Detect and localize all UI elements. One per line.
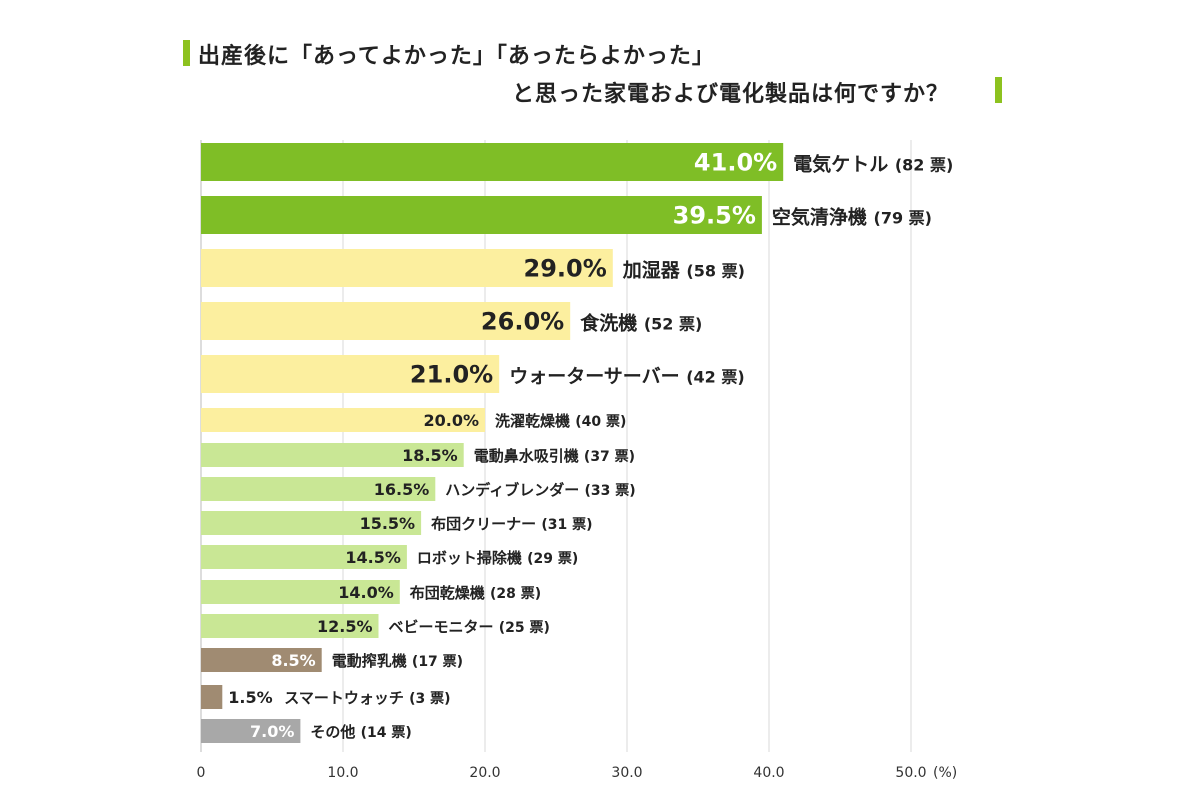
vote-count: (40 票) — [575, 414, 626, 430]
bar-value-label: 14.5% — [345, 548, 401, 567]
title-marker-right — [995, 77, 1002, 103]
bar-value-label: 26.0% — [481, 308, 564, 336]
bar-category-label: 加湿器 (58 票) — [622, 260, 745, 282]
bar-value-label: 29.0% — [524, 255, 607, 283]
vote-count: (52 票) — [644, 315, 702, 334]
category-name: 洗濯乾燥機 — [495, 412, 575, 430]
category-name: ハンディブレンダー — [445, 481, 584, 499]
x-tick-label: 20.0 — [469, 765, 500, 781]
vote-count: (42 票) — [686, 368, 744, 387]
category-name: 電気ケトル — [793, 153, 895, 176]
bar — [201, 249, 613, 287]
bar-value-label: 14.0% — [338, 583, 394, 602]
vote-count: (79 票) — [874, 209, 932, 228]
bar-value-label: 18.5% — [402, 446, 458, 465]
category-name: ウォーターサーバー — [509, 366, 686, 388]
bar — [201, 143, 784, 181]
bar-category-label: ロボット掃除機 (29 票) — [417, 549, 578, 567]
category-name: 電動鼻水吸引機 — [474, 447, 584, 465]
category-name: 空気清浄機 — [772, 206, 874, 229]
vote-count: (3 票) — [409, 691, 450, 707]
bar-category-label: 電動鼻水吸引機 (37 票) — [474, 447, 635, 465]
category-name: 食洗機 — [580, 312, 644, 335]
category-name: ベビーモニター — [389, 618, 499, 636]
bar — [201, 443, 464, 467]
bar-category-label: ベビーモニター (25 票) — [389, 618, 550, 636]
vote-count: (29 票) — [527, 551, 578, 567]
bar-category-label: 電動搾乳機 (17 票) — [332, 652, 463, 670]
vote-count: (33 票) — [584, 483, 635, 499]
bar-category-label: 洗濯乾燥機 (40 票) — [495, 412, 626, 430]
category-name: 加湿器 — [622, 260, 687, 282]
category-name: その他 — [310, 723, 360, 741]
x-tick-label: 50.0 — [895, 765, 926, 781]
vote-count: (58 票) — [686, 262, 744, 281]
vote-count: (31 票) — [541, 517, 592, 533]
bar — [201, 477, 436, 501]
bar-category-label: その他 (14 票) — [310, 723, 411, 741]
bar-value-label: 7.0% — [250, 722, 294, 741]
vote-count: (37 票) — [584, 449, 635, 465]
bar-category-label: 布団乾燥機 (28 票) — [410, 584, 541, 602]
bar — [201, 685, 223, 709]
bar — [201, 614, 379, 638]
chart-title-line2: と思った家電および電化製品は何ですか？ — [512, 82, 950, 107]
bar-value-label: 39.5% — [673, 202, 756, 230]
bar-value-label: 1.5% — [228, 688, 272, 707]
bar — [201, 511, 422, 535]
category-name: 電動搾乳機 — [332, 652, 412, 670]
category-name: スマートウォッチ — [284, 689, 409, 707]
bar-value-label: 21.0% — [410, 361, 493, 389]
bar-category-label: スマートウォッチ (3 票) — [284, 689, 450, 707]
x-tick-label: 40.0 — [753, 765, 784, 781]
vote-count: (82 票) — [895, 156, 953, 175]
bar-category-label: ウォーターサーバー (42 票) — [509, 366, 745, 388]
bar-category-label: 食洗機 (52 票) — [580, 312, 702, 335]
bar-value-label: 16.5% — [374, 480, 430, 499]
vote-count: (25 票) — [499, 620, 550, 636]
bar-value-label: 15.5% — [360, 514, 416, 533]
bar — [201, 355, 500, 393]
x-unit-label: (%) — [933, 765, 957, 781]
x-tick-label: 10.0 — [327, 765, 358, 781]
bar-category-label: 電気ケトル (82 票) — [793, 153, 953, 176]
bar-category-label: 布団クリーナー (31 票) — [431, 515, 592, 533]
vote-count: (14 票) — [361, 725, 412, 741]
bar — [201, 545, 407, 569]
bar-category-label: ハンディブレンダー (33 票) — [445, 481, 635, 499]
bar — [201, 302, 571, 340]
vote-count: (28 票) — [490, 586, 541, 602]
bar — [201, 580, 400, 604]
bar-category-label: 空気清浄機 (79 票) — [772, 206, 932, 229]
vote-count: (17 票) — [412, 654, 463, 670]
bar — [201, 648, 322, 672]
bar — [201, 196, 762, 234]
category-name: 布団乾燥機 — [410, 584, 490, 602]
bar-value-label: 41.0% — [694, 149, 777, 177]
bar — [201, 408, 485, 432]
x-tick-label: 30.0 — [611, 765, 642, 781]
category-name: 布団クリーナー — [431, 515, 541, 533]
x-tick-label: 0 — [197, 765, 206, 781]
bar-value-label: 20.0% — [423, 411, 479, 430]
bar-value-label: 8.5% — [271, 651, 315, 670]
title-marker-left — [183, 40, 190, 66]
chart-title-line1: 出産後に「あってよかった」「あったらよかった」 — [198, 44, 715, 69]
category-name: ロボット掃除機 — [417, 549, 527, 567]
bar — [201, 719, 301, 743]
bar-value-label: 12.5% — [317, 617, 373, 636]
